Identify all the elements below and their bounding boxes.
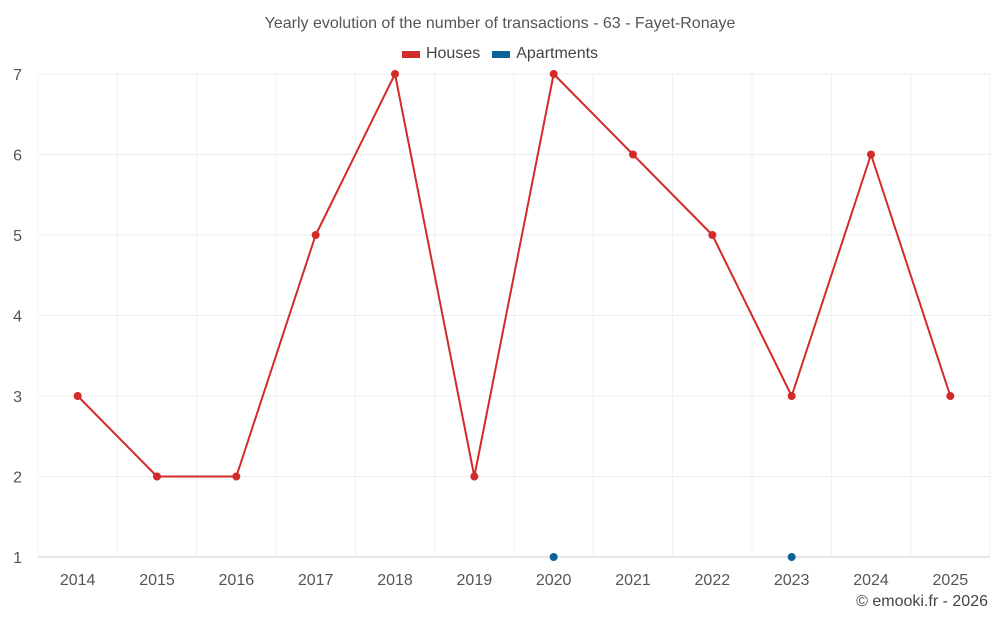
data-point-houses-2022 (708, 231, 717, 239)
x-tick-label-2017: 2017 (298, 572, 334, 589)
x-tick-label-2015: 2015 (139, 572, 175, 589)
series-line-houses-0 (76, 73, 952, 478)
data-point-houses-2019 (470, 472, 479, 481)
x-tick-label-2014: 2014 (60, 572, 96, 589)
data-point-houses-2023 (787, 392, 796, 400)
data-point-houses-2014 (73, 392, 82, 400)
footer-credit: © emooki.fr - 2026 (856, 593, 988, 610)
data-point-houses-2020 (549, 70, 558, 78)
legend-swatch-houses (401, 50, 420, 58)
x-tick-label-2021: 2021 (615, 572, 651, 589)
legend-swatch-apartments (492, 50, 511, 58)
x-tick-label-2020: 2020 (536, 572, 572, 589)
data-point-houses-2016 (232, 472, 241, 481)
legend-label-houses: Houses (425, 45, 481, 62)
data-point-houses-2025 (946, 392, 955, 400)
data-point-houses-2018 (391, 70, 399, 78)
data-point-houses-2015 (153, 472, 161, 481)
y-tick-label-5: 5 (13, 228, 22, 245)
x-tick-label-2019: 2019 (457, 572, 493, 589)
data-point-houses-2024 (867, 150, 875, 159)
y-tick-label-7: 7 (13, 67, 22, 84)
y-tick-label-1: 1 (13, 550, 22, 567)
legend-item-apartments[interactable]: Apartments (492, 45, 598, 63)
x-tick-label-2016: 2016 (219, 572, 255, 589)
legend: Houses Apartments (0, 45, 1000, 63)
data-point-apartments-2023 (787, 553, 796, 561)
data-point-houses-2021 (629, 150, 637, 159)
legend-item-houses[interactable]: Houses (401, 45, 481, 63)
legend-label-apartments: Apartments (516, 45, 599, 62)
x-tick-label-2023: 2023 (774, 572, 810, 589)
x-tick-label-2025: 2025 (933, 572, 969, 589)
y-tick-label-6: 6 (13, 148, 22, 165)
y-tick-label-3: 3 (13, 389, 22, 406)
x-tick-label-2018: 2018 (377, 572, 413, 589)
chart-title: Yearly evolution of the number of transa… (264, 15, 736, 32)
x-tick-label-2024: 2024 (853, 572, 889, 589)
data-point-houses-2017 (311, 231, 320, 239)
data-point-apartments-2020 (549, 553, 558, 561)
y-tick-label-4: 4 (13, 309, 22, 326)
y-tick-label-2: 2 (13, 470, 22, 487)
x-tick-label-2022: 2022 (695, 572, 731, 589)
